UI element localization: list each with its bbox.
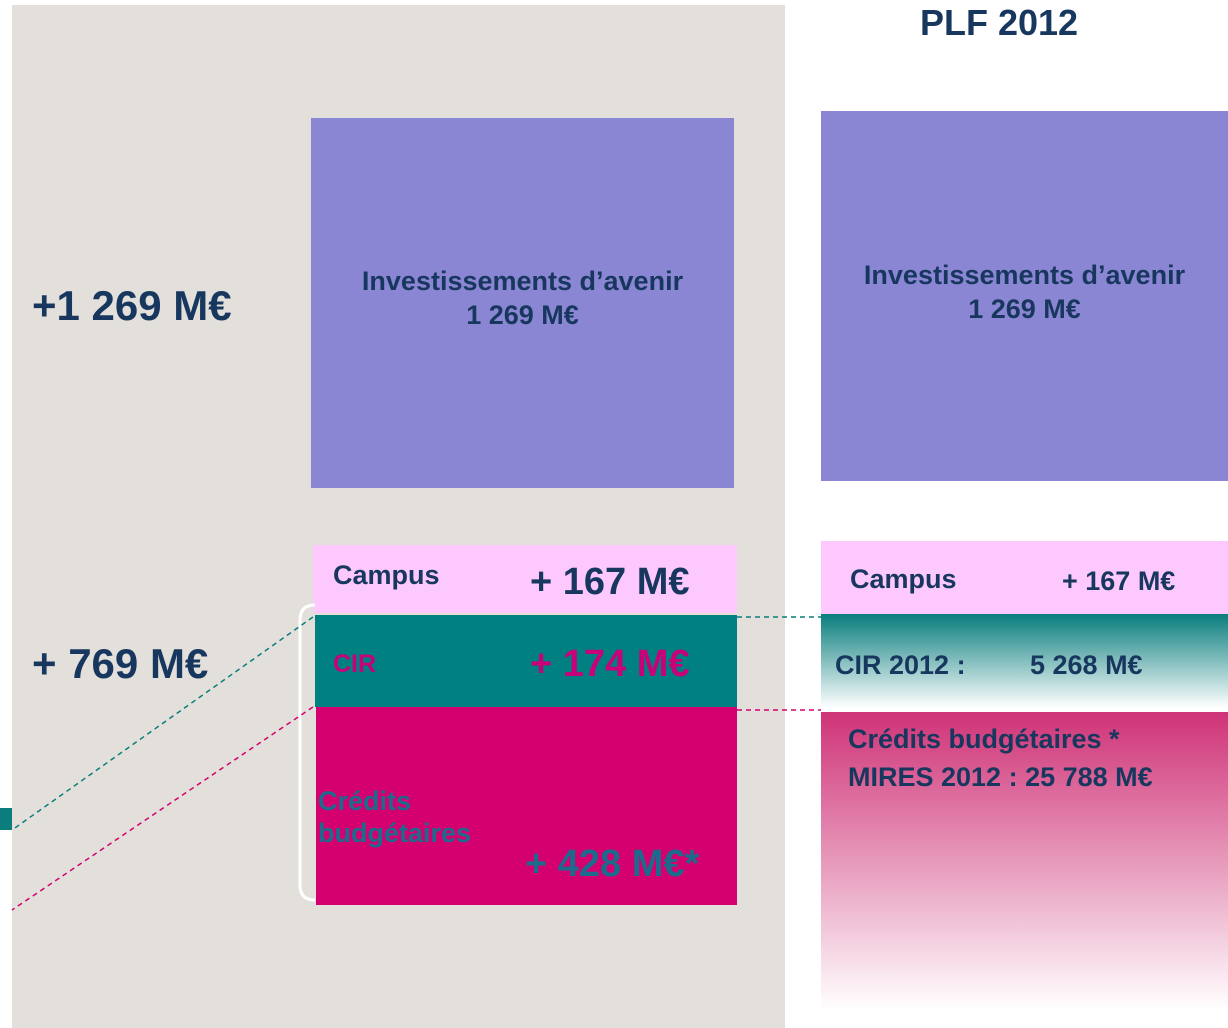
left-cir-box [315, 615, 737, 707]
value: MIRES 2012 : 25 788 M€ [848, 762, 1153, 792]
left-campus-box [313, 545, 737, 613]
label: Crédits budgétaires [318, 786, 472, 848]
label: Crédits budgétaires * [848, 724, 1120, 754]
right-campus-box [821, 541, 1228, 614]
left-invest: Investissements d’avenir 1 269 M€ [311, 264, 734, 332]
right-cir-box [821, 614, 1228, 708]
label: CIR 2012 : [835, 650, 966, 680]
value: + 167 M€ [530, 561, 690, 603]
connector [11, 616, 314, 831]
label: Investissements d’avenir [863, 260, 1186, 290]
left-invest-box [311, 118, 734, 488]
left-credits-box [316, 707, 737, 905]
value: + 167 M€ [1062, 566, 1176, 596]
right-credits-box [821, 712, 1228, 1010]
value: 1 269 M€ [968, 294, 1081, 324]
value: + 428 M€* [525, 843, 700, 885]
edge-marker [0, 808, 12, 830]
label: Campus [333, 560, 440, 590]
value: 5 268 M€ [1030, 650, 1143, 680]
label: Campus [850, 564, 957, 594]
right-invest-box [821, 111, 1228, 481]
label: CIR [333, 650, 377, 678]
value: 1 269 M€ [466, 300, 579, 330]
label: Investissements d’avenir [361, 266, 684, 296]
total-top: +1 269 M€ [32, 282, 232, 329]
right-invest: Investissements d’avenir 1 269 M€ [821, 258, 1228, 326]
connector [11, 706, 314, 911]
title: PLF 2012 [920, 2, 1079, 43]
total-bottom: + 769 M€ [32, 640, 209, 687]
right-credits: Crédits budgétaires * MIRES 2012 : 25 78… [848, 720, 1153, 796]
bracket [298, 603, 316, 902]
value: + 174 M€ [530, 643, 690, 685]
